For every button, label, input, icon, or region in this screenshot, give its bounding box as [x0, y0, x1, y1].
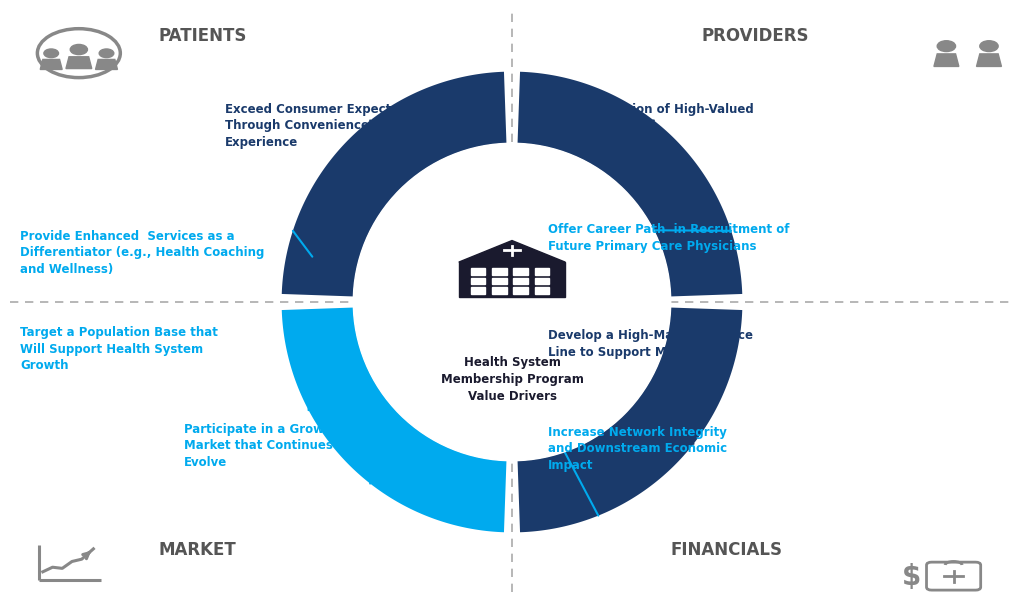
Text: FINANCIALS: FINANCIALS [671, 541, 782, 559]
Text: Health System
Membership Program
Value Drivers: Health System Membership Program Value D… [440, 356, 584, 403]
Polygon shape [282, 307, 507, 532]
Ellipse shape [353, 143, 671, 461]
Bar [513, 288, 528, 294]
Polygon shape [459, 240, 565, 262]
Bar [535, 288, 549, 294]
Polygon shape [977, 54, 1001, 66]
Text: Develop a High-Margin Service
Line to Support Mission: Develop a High-Margin Service Line to Su… [548, 329, 753, 359]
Polygon shape [934, 54, 958, 66]
Text: Target a Population Base that
Will Support Health System
Growth: Target a Population Base that Will Suppo… [20, 326, 218, 372]
Bar [471, 268, 485, 275]
Text: Exceed Consumer Expectations
Through Convenience and
Experience: Exceed Consumer Expectations Through Con… [225, 103, 432, 149]
Circle shape [937, 40, 955, 51]
Text: Offer Career Path  in Recruitment of
Future Primary Care Physicians: Offer Career Path in Recruitment of Futu… [548, 223, 790, 253]
Text: Increase Network Integrity
and Downstream Economic
Impact: Increase Network Integrity and Downstrea… [548, 426, 727, 472]
Text: Provide Enhanced  Services as a
Differentiator (e.g., Health Coaching
and Wellne: Provide Enhanced Services as a Different… [20, 230, 265, 275]
Circle shape [99, 49, 114, 57]
Bar [535, 268, 549, 275]
Bar [492, 268, 507, 275]
Polygon shape [282, 72, 507, 297]
Polygon shape [95, 59, 118, 69]
Bar [535, 278, 549, 284]
Polygon shape [66, 57, 92, 68]
Text: PROVIDERS: PROVIDERS [701, 27, 809, 45]
Bar [513, 278, 528, 284]
Bar [471, 288, 485, 294]
Text: Drive Retention of High-Valued
Physicians: Drive Retention of High-Valued Physician… [548, 103, 754, 132]
Circle shape [71, 45, 87, 54]
Text: Participate in a Growth
Market that Continues to
Evolve: Participate in a Growth Market that Cont… [184, 423, 351, 469]
Polygon shape [40, 59, 62, 69]
Bar [459, 262, 565, 297]
Circle shape [980, 40, 998, 51]
Text: PATIENTS: PATIENTS [159, 27, 247, 45]
Bar [471, 278, 485, 284]
Circle shape [44, 49, 58, 57]
Text: $: $ [902, 563, 921, 591]
Polygon shape [517, 72, 742, 297]
Bar [492, 278, 507, 284]
Polygon shape [517, 307, 742, 532]
FancyBboxPatch shape [927, 562, 981, 590]
Bar [492, 288, 507, 294]
Bar [513, 268, 528, 275]
Text: MARKET: MARKET [159, 541, 237, 559]
